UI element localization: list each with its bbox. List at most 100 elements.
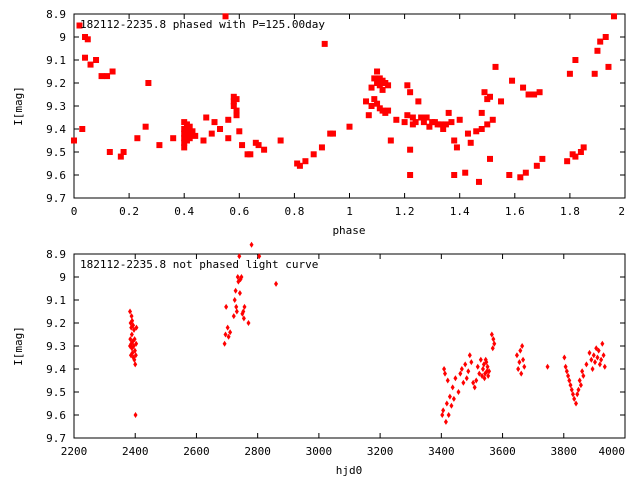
data-point [589,356,594,363]
y-tick-label: 9 [59,271,66,284]
x-tick-label: 0.6 [229,205,249,218]
data-point [329,130,336,137]
data-point [412,119,419,126]
data-point [87,61,94,68]
y-tick-label: 9.1 [46,54,66,67]
data-point [134,324,139,331]
data-point [562,354,567,361]
data-point [602,34,609,40]
data-point [109,68,116,75]
data-point [233,107,240,114]
data-point [133,352,138,359]
data-point [98,73,105,80]
data-point [487,368,492,375]
y-tick-label: 9.4 [46,123,66,136]
data-point [379,86,386,93]
data-point [445,377,450,384]
data-point [257,253,262,260]
data-point [475,363,480,370]
data-point [602,363,607,370]
data-point [203,114,210,121]
data-point [478,356,483,363]
data-point [531,91,538,98]
chart-title: 182112-2235.8 not phased light curve [80,258,318,271]
data-point [79,126,86,132]
x-tick-label: 2400 [122,445,149,458]
data-point [574,400,579,407]
data-point [130,317,135,324]
data-point [426,123,433,130]
data-point [239,274,244,280]
data-point [576,386,581,393]
y-tick-label: 9.4 [46,363,66,376]
data-point [444,400,449,407]
data-point [487,155,494,162]
data-point [236,128,243,135]
data-point [170,135,177,142]
data-point [521,356,526,363]
data-point [577,377,582,384]
data-point [441,407,446,414]
data-point [93,57,100,63]
data-point [237,290,242,297]
data-point [446,412,451,418]
x-axis-label: hjd0 [336,464,363,477]
data-point [234,303,239,310]
data-point [474,377,479,384]
data-point [246,320,251,326]
data-point [82,54,89,61]
data-point [226,333,231,340]
data-point [453,144,460,151]
data-point [189,128,196,135]
data-point [274,280,279,287]
data-point [231,313,236,320]
y-tick-label: 9.7 [46,432,66,445]
data-point [520,343,525,349]
data-point [365,112,372,119]
data-point [448,119,455,126]
data-point [451,172,458,178]
data-point [591,352,596,359]
data-point [566,70,573,77]
data-point [211,119,218,126]
data-point [371,75,378,82]
data-point [142,123,149,130]
y-axis-label: I[mag] [12,86,25,126]
data-point [234,308,239,315]
data-point [484,359,489,366]
x-tick-label: 3200 [367,445,394,458]
data-point [471,379,476,386]
data-point [134,340,139,347]
data-point [186,135,193,142]
data-points [128,241,607,425]
unphased-light-curve-panel: 8.9 9 9.1 9.2 9.3 9.4 9.5 9.6 9.7 2200 2400 2600 28… [12,241,626,477]
data-point [466,368,471,375]
data-point [133,412,138,418]
y-tick-label: 9.6 [46,169,66,182]
x-tick-label: 1.4 [450,205,470,218]
data-point [599,356,604,363]
data-point [374,100,381,107]
data-point [132,336,137,343]
data-point [71,137,77,144]
data-point [415,98,422,105]
data-point [594,47,601,54]
axis-ticks [73,13,626,199]
data-point [232,297,237,303]
data-point [255,142,262,149]
data-point [572,153,579,160]
data-point [129,313,134,320]
data-point [597,38,604,45]
data-point [451,395,456,402]
data-point [601,352,606,359]
data-point [418,114,425,121]
data-point [487,93,494,100]
y-tick-label: 8.9 [46,248,66,261]
data-point [580,368,585,375]
data-point [575,391,580,398]
data-point [475,178,482,185]
data-point [217,126,224,132]
y-tick-label: 9.5 [46,386,66,399]
data-point [518,347,523,354]
